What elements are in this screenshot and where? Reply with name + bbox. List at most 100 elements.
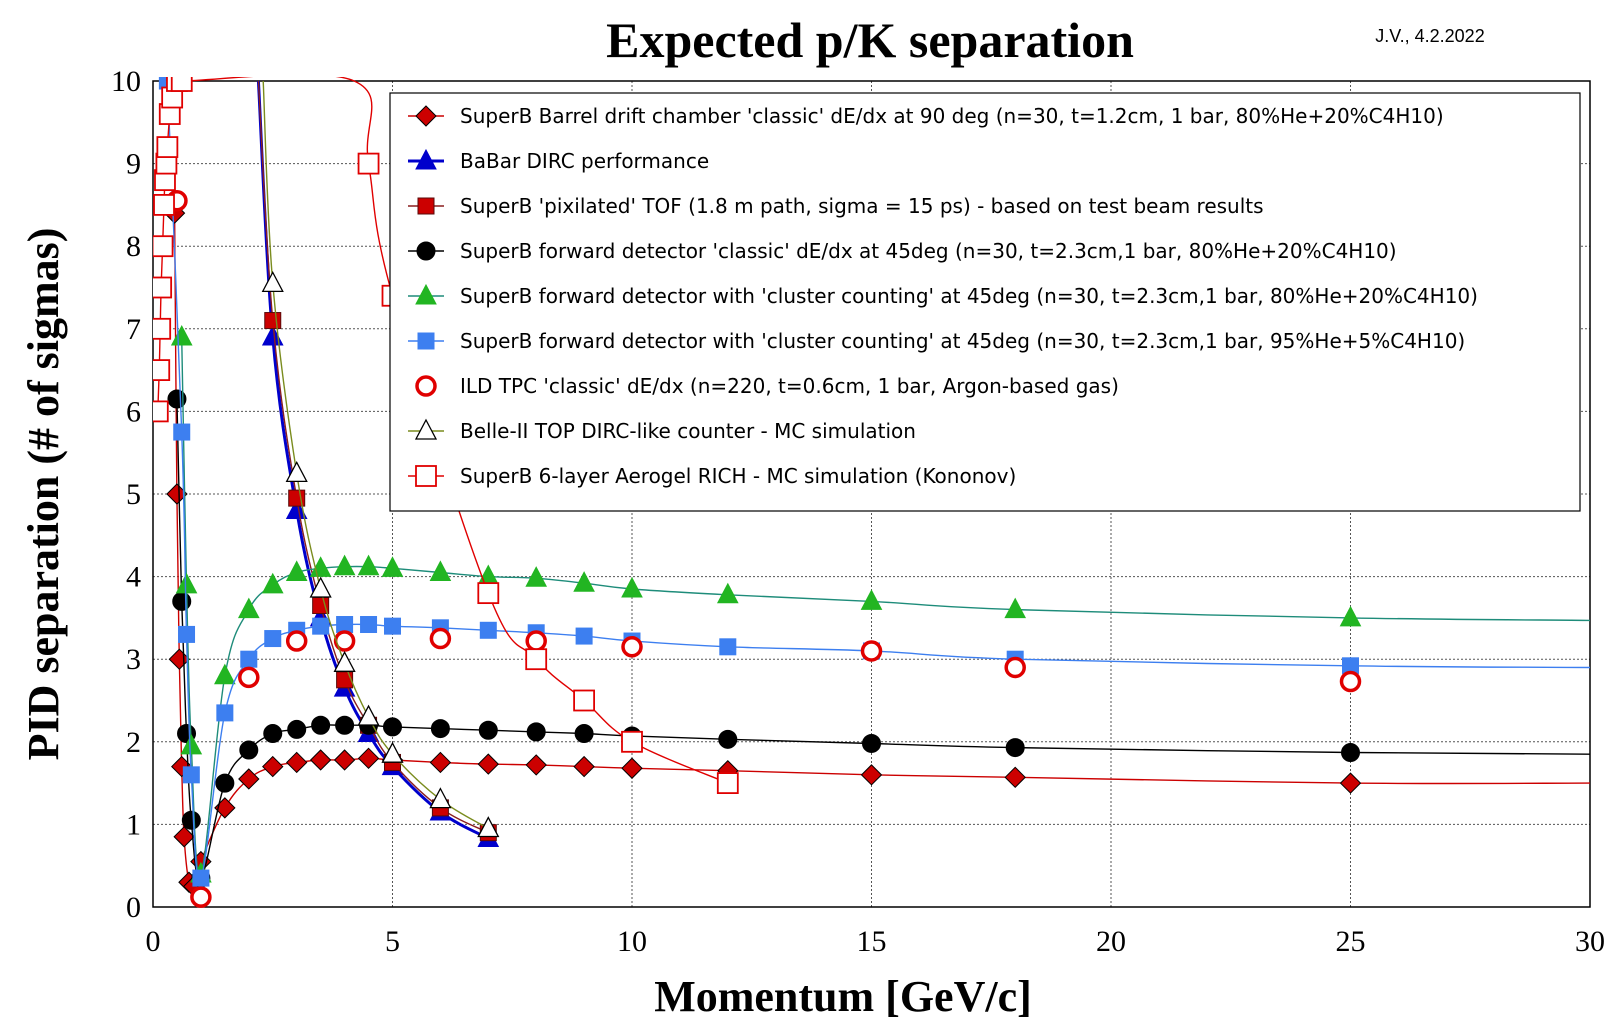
legend-swatch-marker: [415, 465, 437, 487]
data-point: [167, 389, 187, 409]
data-point: [170, 77, 193, 92]
data-point: [262, 755, 284, 778]
data-point: [621, 757, 643, 779]
data-point: [477, 753, 500, 775]
data-point: [383, 717, 402, 737]
data-point: [153, 359, 171, 382]
data-point: [430, 719, 450, 739]
data-point: [156, 136, 179, 158]
legend-label: ILD TPC 'classic' dE/dx (n=220, t=0.6cm,…: [460, 374, 1119, 398]
data-point: [716, 772, 739, 794]
data-point: [384, 617, 401, 635]
x-tick-label: 30: [1575, 925, 1605, 958]
legend-item: BaBar DIRC performance: [408, 148, 709, 173]
y-tick-label: 7: [126, 313, 141, 346]
data-point: [621, 730, 643, 753]
data-point: [573, 571, 595, 592]
x-tick-label: 10: [617, 925, 647, 958]
data-point: [573, 689, 595, 712]
data-point: [336, 671, 354, 689]
data-point: [287, 719, 307, 739]
chart-author-date: J.V., 4.2.2022: [1375, 26, 1484, 46]
data-point: [477, 816, 500, 838]
data-point: [312, 617, 330, 635]
data-point: [170, 324, 193, 346]
series-5: [170, 324, 1590, 883]
series-6: [158, 77, 1590, 887]
legend-swatch-marker: [415, 148, 437, 170]
legend-item: Belle-II TOP DIRC-like counter - MC simu…: [408, 418, 916, 443]
data-point: [237, 597, 260, 619]
data-point: [190, 886, 212, 908]
legend-item: SuperB forward detector with 'cluster co…: [408, 329, 1465, 353]
data-point: [215, 773, 235, 793]
data-point: [214, 663, 236, 685]
data-point: [216, 704, 234, 722]
data-point: [357, 747, 380, 770]
data-point: [173, 826, 195, 848]
data-point: [479, 621, 497, 639]
data-point: [478, 720, 498, 740]
legend-item: SuperB forward detector 'classic' dE/dx …: [408, 239, 1397, 263]
legend-swatch-marker: [417, 197, 435, 215]
data-point: [719, 638, 737, 656]
data-point: [357, 152, 380, 175]
series-9: [153, 77, 739, 794]
data-point: [1004, 766, 1026, 789]
data-point: [264, 312, 282, 330]
plot-frame: [152, 80, 1591, 908]
legend-label: SuperB 'pixilated' TOF (1.8 m path, sigm…: [460, 194, 1264, 218]
y-tick-label: 4: [126, 561, 141, 594]
data-point: [574, 724, 594, 744]
y-tick-label: 6: [126, 395, 141, 428]
data-point: [261, 572, 284, 594]
data-point: [182, 766, 200, 784]
data-point: [525, 754, 547, 776]
data-point: [525, 630, 547, 652]
series-8: [261, 80, 500, 838]
data-point: [153, 400, 169, 423]
data-point: [621, 636, 643, 658]
y-tick-label: 2: [126, 726, 141, 759]
data-point: [1341, 743, 1360, 763]
legend-label: SuperB forward detector with 'cluster co…: [460, 329, 1465, 353]
y-tick-label: 3: [126, 643, 141, 676]
y-tick-label: 1: [126, 808, 141, 841]
legend-item: SuperB Barrel drift chamber 'classic' dE…: [408, 104, 1444, 128]
data-point: [264, 630, 282, 648]
y-tick-label: 9: [126, 148, 141, 181]
legend-label: SuperB Barrel drift chamber 'classic' dE…: [460, 104, 1444, 128]
data-point: [285, 460, 308, 483]
data-point: [575, 627, 593, 645]
data-point: [333, 554, 356, 576]
data-point: [240, 650, 258, 668]
legend-swatch-marker: [416, 241, 436, 261]
data-point: [1004, 656, 1026, 679]
legend-label: SuperB forward detector with 'cluster co…: [460, 284, 1478, 308]
data-point: [263, 724, 283, 744]
legend-items: SuperB Barrel drift chamber 'classic' dE…: [408, 104, 1478, 488]
chart-title: Expected p/K separation: [606, 12, 1134, 68]
data-point: [381, 556, 404, 577]
data-point: [311, 715, 331, 735]
data-point: [1339, 772, 1362, 794]
legend-label: SuperB 6-layer Aerogel RICH - MC simulat…: [460, 464, 1016, 488]
data-point: [336, 616, 354, 634]
data-point: [238, 666, 260, 689]
legend-swatch-marker: [415, 375, 437, 397]
data-point: [153, 193, 175, 216]
legend-swatch-marker: [417, 332, 435, 350]
data-point: [357, 554, 380, 576]
data-point: [860, 764, 883, 786]
legend: SuperB Barrel drift chamber 'classic' dE…: [389, 92, 1581, 512]
data-point: [335, 715, 355, 735]
data-point: [525, 648, 548, 671]
data-point: [716, 582, 739, 604]
data-point: [860, 640, 883, 662]
y-tick-label: 8: [126, 230, 141, 263]
data-point: [178, 625, 196, 643]
data-point: [429, 627, 452, 650]
data-point: [1339, 605, 1362, 627]
x-tick-label: 5: [385, 925, 400, 958]
legend-swatch-marker: [415, 283, 437, 305]
